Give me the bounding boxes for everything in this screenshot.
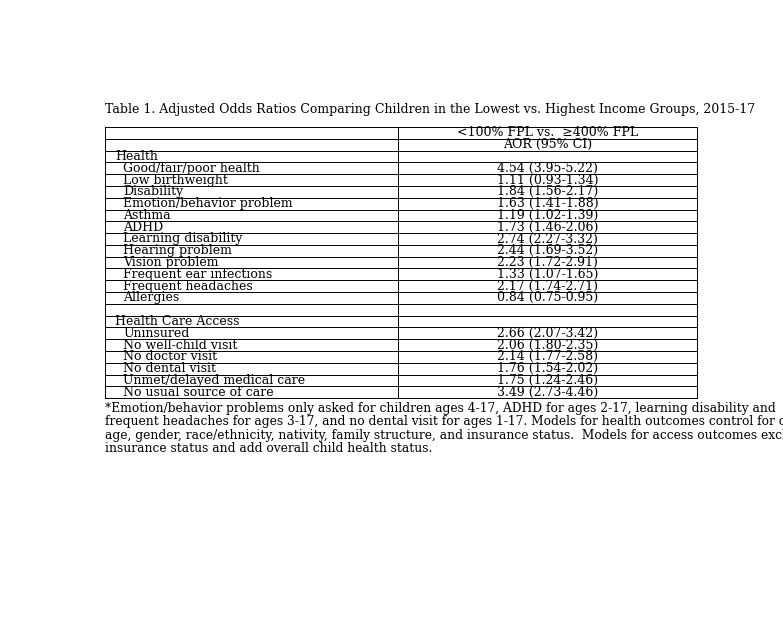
Text: Health: Health: [115, 150, 157, 163]
Text: 4.54 (3.95-5.22): 4.54 (3.95-5.22): [497, 162, 598, 175]
Text: 2.17 (1.74-2.71): 2.17 (1.74-2.71): [497, 279, 598, 292]
Text: 1.19 (1.02-1.39): 1.19 (1.02-1.39): [497, 209, 598, 222]
Text: No well-child visit: No well-child visit: [124, 339, 238, 352]
Text: Unmet/delayed medical care: Unmet/delayed medical care: [124, 374, 305, 387]
Text: Health Care Access: Health Care Access: [115, 315, 240, 328]
Text: Disability: Disability: [124, 186, 183, 198]
Text: frequent headaches for ages 3-17, and no dental visit for ages 1-17. Models for : frequent headaches for ages 3-17, and no…: [105, 416, 783, 429]
Text: Table 1. Adjusted Odds Ratios Comparing Children in the Lowest vs. Highest Incom: Table 1. Adjusted Odds Ratios Comparing …: [105, 103, 756, 116]
Text: 2.66 (2.07-3.42): 2.66 (2.07-3.42): [497, 327, 598, 340]
Text: insurance status and add overall child health status.: insurance status and add overall child h…: [105, 442, 432, 456]
Text: 2.74 (2.27-3.32): 2.74 (2.27-3.32): [497, 232, 598, 246]
Text: Learning disability: Learning disability: [124, 232, 243, 246]
Text: No doctor visit: No doctor visit: [124, 351, 218, 363]
Text: Frequent ear infections: Frequent ear infections: [124, 268, 272, 281]
Text: age, gender, race/ethnicity, nativity, family structure, and insurance status.  : age, gender, race/ethnicity, nativity, f…: [105, 429, 783, 442]
Text: *Emotion/behavior problems only asked for children ages 4-17, ADHD for ages 2-17: *Emotion/behavior problems only asked fo…: [105, 402, 776, 415]
Text: Vision problem: Vision problem: [124, 256, 219, 269]
Text: Emotion/behavior problem: Emotion/behavior problem: [124, 197, 293, 210]
Text: Hearing problem: Hearing problem: [124, 244, 233, 258]
Text: 1.63 (1.41-1.88): 1.63 (1.41-1.88): [497, 197, 599, 210]
Text: 2.23 (1.72-2.91): 2.23 (1.72-2.91): [497, 256, 598, 269]
Text: 2.44 (1.69-3.52): 2.44 (1.69-3.52): [497, 244, 598, 258]
Text: Low birthweight: Low birthweight: [124, 174, 228, 186]
Text: <100% FPL vs.  ≥400% FPL: <100% FPL vs. ≥400% FPL: [457, 126, 638, 139]
Text: Asthma: Asthma: [124, 209, 171, 222]
Text: Allergies: Allergies: [124, 291, 179, 304]
Text: Uninsured: Uninsured: [124, 327, 189, 340]
Text: 1.84 (1.56-2.17): 1.84 (1.56-2.17): [497, 186, 598, 198]
Text: No dental visit: No dental visit: [124, 362, 216, 375]
Text: AOR (95% CI): AOR (95% CI): [503, 138, 593, 151]
Text: 1.33 (1.07-1.65): 1.33 (1.07-1.65): [497, 268, 598, 281]
Text: ADHD: ADHD: [124, 221, 164, 234]
Text: Good/fair/poor health: Good/fair/poor health: [124, 162, 260, 175]
Text: 1.76 (1.54-2.02): 1.76 (1.54-2.02): [497, 362, 598, 375]
Text: 1.11 (0.93-1.34): 1.11 (0.93-1.34): [497, 174, 598, 186]
Text: Frequent headaches: Frequent headaches: [124, 279, 253, 292]
Text: No usual source of care: No usual source of care: [124, 386, 274, 399]
Text: 2.14 (1.77-2.58): 2.14 (1.77-2.58): [497, 351, 598, 363]
Text: 1.75 (1.24-2.46): 1.75 (1.24-2.46): [497, 374, 598, 387]
Text: 3.49 (2.73-4.46): 3.49 (2.73-4.46): [497, 386, 598, 399]
Text: 0.84 (0.75-0.95): 0.84 (0.75-0.95): [497, 291, 598, 304]
Text: 1.73 (1.46-2.06): 1.73 (1.46-2.06): [497, 221, 598, 234]
Text: 2.06 (1.80-2.35): 2.06 (1.80-2.35): [497, 339, 598, 352]
